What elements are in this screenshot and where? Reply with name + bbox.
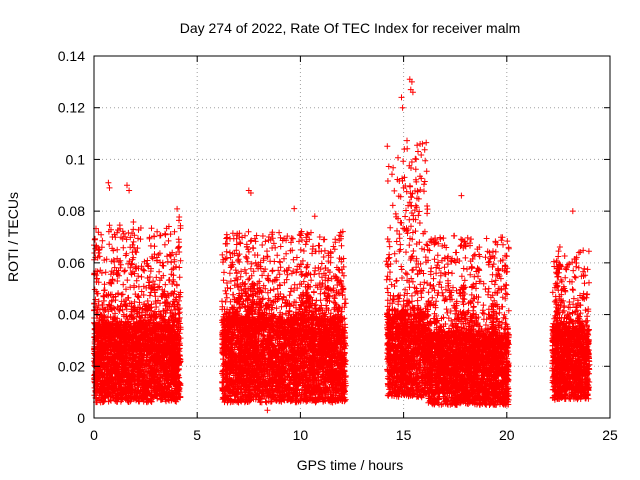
y-tick-label: 0.12 [58,100,85,116]
y-tick-label: 0.02 [58,358,85,374]
x-axis-title: GPS time / hours [297,457,404,473]
x-tick-label: 20 [499,427,515,443]
chart-title: Day 274 of 2022, Rate Of TEC Index for r… [180,20,521,36]
plot-frame [93,55,611,419]
x-tick-label: 5 [193,427,201,443]
y-tick-label: 0.06 [58,255,85,271]
x-tick-labels: 0 5 10 15 20 25 [90,427,618,443]
y-axis-title: ROTI / TECUs [5,192,21,282]
x-tick-label: 15 [396,427,412,443]
x-tick-label: 0 [90,427,98,443]
roti-series-markers [91,76,593,414]
y-tick-label: 0 [77,410,85,426]
x-tick-label: 10 [293,427,309,443]
x-tick-label: 25 [602,427,618,443]
y-tick-labels: 0 0.02 0.04 0.06 0.08 0.1 0.12 0.14 [58,48,85,426]
y-tick-label: 0.04 [58,307,85,323]
axis-ticks [93,55,611,419]
data-points [91,76,593,414]
y-tick-label: 0.08 [58,203,85,219]
y-tick-label: 0.1 [66,151,86,167]
y-tick-label: 0.14 [58,48,85,64]
